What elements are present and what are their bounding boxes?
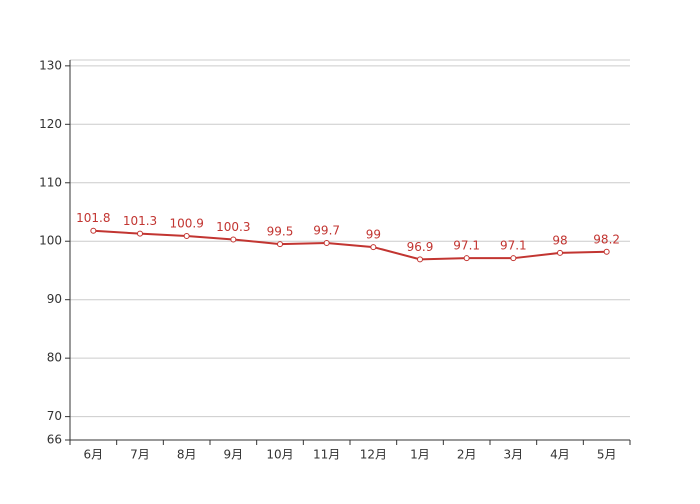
- point: [603, 248, 610, 255]
- y-tick-label: 130: [39, 58, 62, 72]
- value-label: 100.9: [169, 216, 203, 230]
- x-tick-label: 4月: [550, 448, 570, 462]
- value-label: 98.2: [593, 232, 620, 246]
- point: [137, 230, 143, 237]
- x-tick-label: 8月: [177, 448, 197, 462]
- point: [90, 227, 97, 234]
- value-label: 99: [366, 228, 381, 242]
- point: [230, 236, 237, 243]
- point: [370, 244, 377, 251]
- x-tick-label: 10月: [266, 448, 293, 462]
- value-label: 98: [552, 233, 567, 247]
- line: [93, 229, 607, 261]
- value-label: 97.1: [453, 239, 480, 253]
- x-tick-label: 12月: [360, 448, 387, 462]
- value-label: 99.7: [313, 223, 340, 237]
- point: [323, 239, 330, 246]
- point: [463, 255, 470, 262]
- point: [510, 255, 517, 262]
- y-tick-label: 90: [47, 292, 62, 306]
- x-tick-label: 11月: [313, 448, 340, 462]
- value-label: 99.5: [267, 225, 294, 239]
- x-tick-label: 7月: [130, 448, 150, 462]
- y-tick-label: 66: [47, 433, 62, 447]
- y-tick-label: 70: [47, 409, 62, 423]
- value-label: 97.1: [500, 239, 527, 253]
- point: [557, 249, 563, 256]
- x-tick-label: 1月: [410, 448, 430, 462]
- x-tick-label: 6月: [84, 448, 104, 462]
- x-tick-label: 3月: [504, 448, 524, 462]
- value-label: 100.3: [216, 220, 250, 234]
- point: [183, 232, 190, 239]
- value-label: 101.8: [76, 211, 110, 225]
- value-label: 101.3: [123, 214, 157, 228]
- y-tick-label: 110: [39, 175, 62, 189]
- value-label: 96.9: [407, 240, 434, 254]
- x-tick-label: 5月: [597, 448, 617, 462]
- y-tick-label: 80: [47, 351, 62, 365]
- y-tick-label: 100: [39, 234, 62, 248]
- x-tick-label: 2月: [457, 448, 477, 462]
- y-tick-label: 120: [39, 117, 62, 131]
- point: [277, 241, 283, 248]
- point: [417, 256, 423, 263]
- x-tick-label: 9月: [224, 448, 244, 462]
